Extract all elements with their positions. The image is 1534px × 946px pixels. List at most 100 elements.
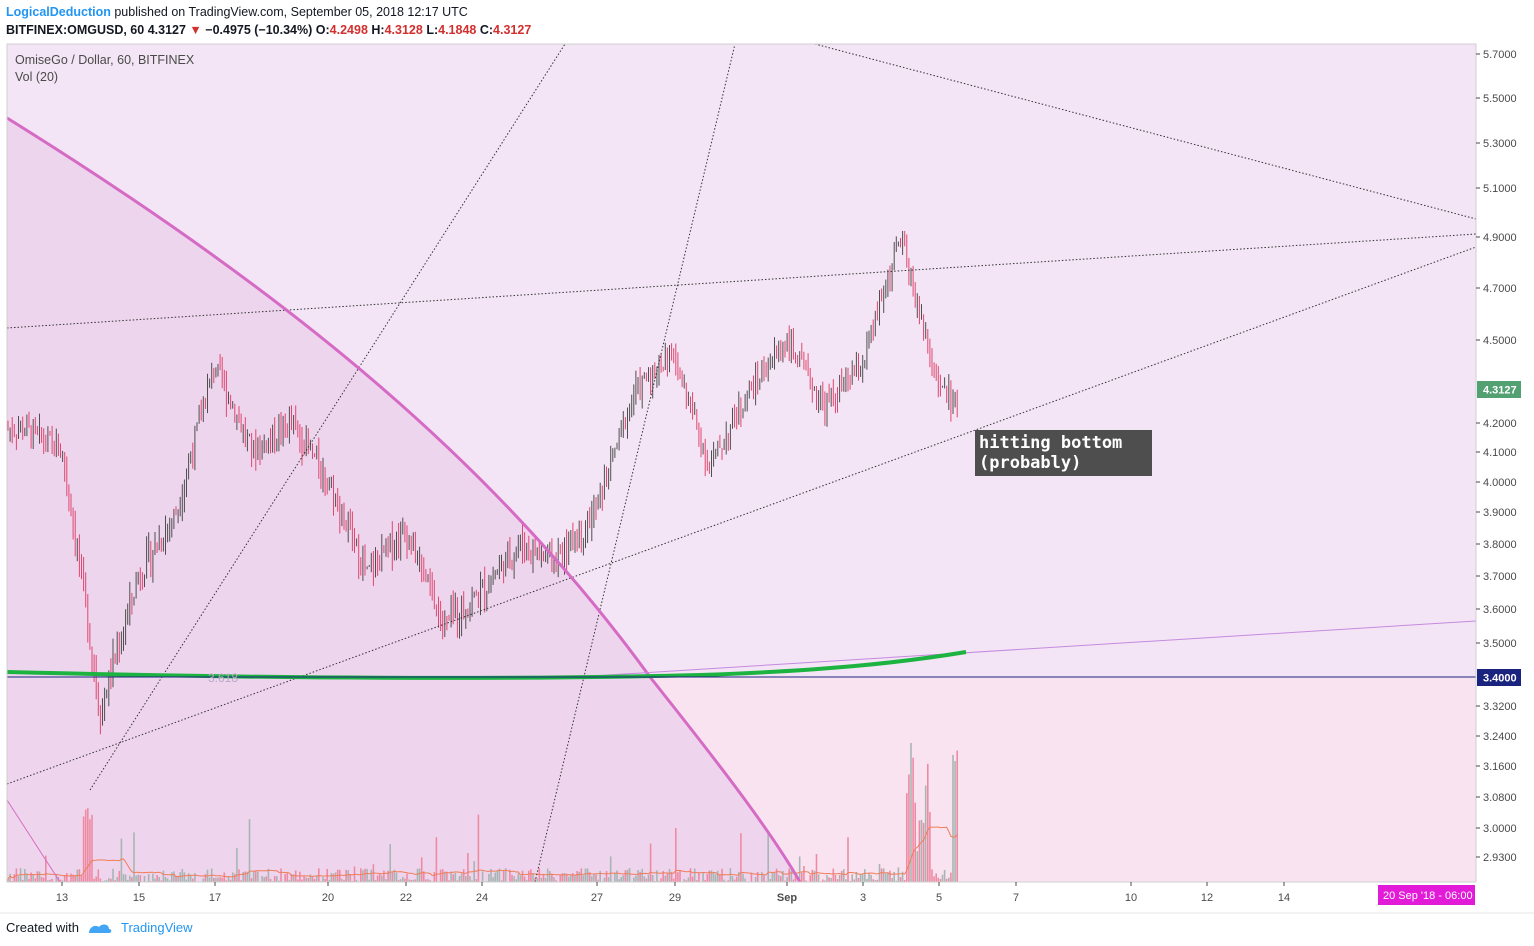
volume-bar xyxy=(744,878,746,882)
volume-bar xyxy=(263,877,265,882)
volume-bar xyxy=(731,876,734,882)
volume-bar xyxy=(893,871,895,882)
volume-bar xyxy=(710,870,713,882)
volume-ma-line xyxy=(7,826,958,879)
volume-bar xyxy=(28,878,30,882)
volume-bar xyxy=(448,880,450,882)
volume-bar xyxy=(160,880,163,882)
volume-bar xyxy=(651,874,654,882)
volume-bar xyxy=(240,880,242,882)
volume-bar xyxy=(408,879,410,882)
y-tick-label: 5.7000 xyxy=(1483,49,1517,61)
volume-bar xyxy=(68,880,70,882)
volume-bar xyxy=(215,877,217,882)
volume-bar xyxy=(334,872,337,882)
volume-bar xyxy=(588,872,591,882)
volume-bar xyxy=(935,873,937,882)
volume-bar xyxy=(597,879,599,882)
volume-bar xyxy=(937,877,940,882)
volume-bar xyxy=(261,875,263,882)
volume-bar xyxy=(536,878,538,882)
volume-bar xyxy=(530,869,532,882)
time-axis[interactable]: 13 15 17 20 22 24 27 29 Sep 3 5 7 10 12 14 xyxy=(56,882,1290,904)
volume-bar xyxy=(70,873,72,882)
volume-bar xyxy=(685,880,688,882)
volume-bar xyxy=(278,880,280,882)
volume-bar xyxy=(341,878,343,882)
volume-bar xyxy=(89,819,91,882)
volume-bar xyxy=(93,878,95,882)
volume-bar xyxy=(738,871,740,882)
volume-bar xyxy=(311,876,314,882)
volume-bar xyxy=(414,879,417,882)
volume-bar xyxy=(897,867,900,882)
volume-bar xyxy=(801,872,803,882)
volume-bar xyxy=(362,870,364,882)
volume-bar xyxy=(639,871,641,882)
volume-bar xyxy=(91,814,93,882)
volume-bar xyxy=(809,875,811,882)
volume-bar xyxy=(11,880,13,882)
volume-bar xyxy=(309,874,312,882)
volume-bar xyxy=(599,870,601,882)
volume-bar xyxy=(412,879,415,882)
volume-bar xyxy=(488,873,490,882)
author-link[interactable]: LogicalDeduction xyxy=(6,5,111,19)
volume-bar xyxy=(343,880,345,882)
volume-bar xyxy=(559,874,562,882)
x-tick-label: 7 xyxy=(1013,892,1019,904)
volume-bar xyxy=(496,870,499,882)
volume-bar xyxy=(416,868,419,882)
volume-bar xyxy=(51,878,53,882)
text-annotation[interactable]: hitting bottom (probably) xyxy=(975,430,1152,476)
volume-bar xyxy=(509,869,511,882)
volume-bar xyxy=(26,873,28,882)
volume-bar xyxy=(517,873,520,882)
volume-bar xyxy=(689,868,692,882)
volume-bar xyxy=(815,854,818,882)
volume-bar xyxy=(683,879,685,882)
y-tick-label: 4.7000 xyxy=(1483,283,1517,295)
header-line-1: LogicalDeduction published on TradingVie… xyxy=(6,3,531,21)
plot-area[interactable]: 3.618 xyxy=(7,44,1476,882)
volume-bar xyxy=(780,876,782,882)
volume-bar xyxy=(784,880,786,882)
price-axis[interactable]: 5.7000 5.5000 5.3000 5.1000 4.9000 4.7000 4.50… xyxy=(1476,49,1517,864)
volume-bar xyxy=(194,873,196,882)
volume-bar xyxy=(836,879,839,882)
high-label: H: xyxy=(371,23,385,37)
volume-bar xyxy=(866,878,868,882)
volume-bar xyxy=(192,878,194,882)
volume-bar xyxy=(219,877,221,882)
volume-bar xyxy=(181,868,184,882)
volume-bar xyxy=(467,853,469,882)
volume-bar xyxy=(330,872,333,882)
volume-bar xyxy=(351,880,354,882)
volume-bar xyxy=(45,855,47,882)
volume-bar xyxy=(628,868,631,882)
level-badge: 3.4000 xyxy=(1477,669,1521,686)
volume-bar xyxy=(882,868,885,882)
volume-bar xyxy=(513,876,515,882)
volume-bar xyxy=(244,871,247,882)
volume-bar xyxy=(66,873,68,882)
created-with-text: Created with xyxy=(6,920,79,935)
volume-bar xyxy=(164,876,167,882)
volume-bar xyxy=(832,868,835,882)
x-tick-label: 3 xyxy=(860,892,866,904)
rising-support-line xyxy=(7,246,1476,785)
tradingview-link[interactable]: TradingView xyxy=(120,920,193,935)
volume-bar xyxy=(290,874,293,882)
chart-header: LogicalDeduction published on TradingVie… xyxy=(6,3,531,39)
x-tick-label: 5 xyxy=(936,892,942,904)
steep-fan-line-1 xyxy=(89,44,566,791)
volume-bar xyxy=(584,868,587,882)
volume-bar xyxy=(910,742,912,882)
volume-bar xyxy=(477,814,480,882)
volume-bar xyxy=(874,880,877,882)
volume-bar xyxy=(72,874,74,882)
volume-bar xyxy=(265,876,268,882)
y-tick-label: 4.1000 xyxy=(1483,447,1517,459)
volume-bar xyxy=(675,827,677,882)
